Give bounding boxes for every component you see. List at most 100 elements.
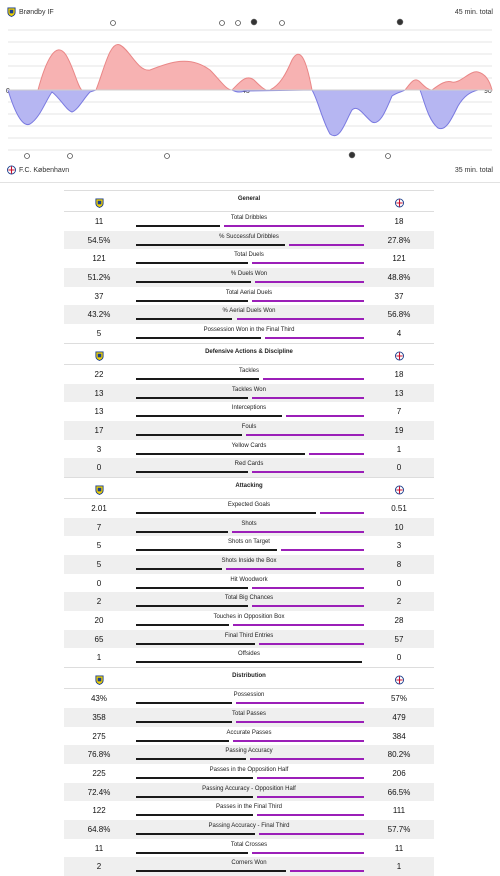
away-stat-value: 8 [396, 560, 402, 569]
stat-bar [136, 642, 364, 645]
away-stat-bar [257, 814, 364, 817]
home-stat-value: 43.2% [87, 310, 111, 320]
home-stat-value: 11 [94, 217, 104, 226]
stat-bar [136, 832, 364, 835]
home-stat-value: 121 [92, 254, 106, 264]
stat-bar [136, 396, 364, 399]
stat-bar [136, 433, 364, 436]
home-stat-bar [136, 624, 229, 627]
fck-crest-icon [7, 165, 16, 175]
stat-row: 72.4% Passing Accuracy - Opposition Half 6… [64, 782, 434, 802]
away-stat-bar [252, 605, 364, 608]
home-stat-value: 225 [92, 768, 106, 778]
home-stat-bar [136, 720, 232, 723]
fck-crest-icon [395, 198, 404, 208]
home-stat-value: 76.8% [87, 750, 111, 760]
away-stat-bar [225, 568, 364, 570]
stat-label: % Duels Won [230, 271, 268, 278]
home-event-icon [235, 20, 241, 26]
away-stat-value: 4 [396, 329, 402, 339]
home-stat-value: 65 [94, 634, 104, 644]
stat-label: Interceptions [231, 405, 267, 412]
stat-bar [136, 776, 364, 779]
stat-bar [136, 243, 364, 246]
fulltime-label: 90 [484, 88, 492, 95]
home-stat-value: 22 [94, 369, 104, 379]
home-stat-bar [136, 851, 248, 854]
stat-label: Total Crosses [230, 841, 268, 848]
stat-label: Final Third Entries [224, 632, 274, 639]
stat-row: 358 Total Passes 479 [64, 707, 434, 727]
away-team-label: F.C. København [7, 165, 69, 175]
away-stat-bar [264, 337, 364, 340]
stat-label: Tackles [238, 367, 259, 374]
ball-icon [396, 18, 404, 26]
home-stat-bar [136, 832, 255, 835]
stat-label: Total Dribbles [230, 215, 268, 221]
stat-bar [136, 568, 364, 570]
home-stat-value: 275 [92, 731, 106, 741]
home-team-name: Brøndby IF [19, 8, 54, 16]
stat-row: 5 Possession Won in the Final Third 4 [64, 324, 434, 343]
fck-crest-icon [395, 351, 404, 361]
stat-label: Possession Won in the Final Third [203, 327, 295, 334]
home-stat-bar [136, 281, 251, 284]
away-stat-value: 37 [394, 291, 404, 301]
away-stat-value: 11 [394, 843, 404, 853]
away-stat-bar [252, 396, 364, 399]
home-stat-value: 13 [94, 388, 104, 398]
home-stat-bar [136, 225, 221, 227]
home-stat-bar [136, 870, 286, 873]
section-title: General [237, 196, 261, 202]
stat-row: 7 Shots 10 [64, 517, 434, 537]
home-stat-bar [136, 337, 261, 340]
stat-bar [136, 605, 364, 608]
brondby-crest-icon [95, 351, 104, 361]
stat-label: Passes in the Opposition Half [209, 766, 289, 773]
momentum-gridlines [8, 29, 492, 151]
brondby-crest-icon [95, 485, 104, 495]
home-stat-bar [136, 758, 246, 761]
ball-icon [250, 18, 258, 26]
home-stat-value: 17 [94, 425, 104, 435]
stat-row: 0 Red Cards 0 [64, 458, 434, 477]
away-stat-value: 0 [396, 463, 402, 473]
stat-bar [136, 549, 364, 552]
fck-crest-icon [395, 675, 404, 685]
away-stat-value: 80.2% [387, 750, 411, 760]
away-stat-bar [256, 795, 364, 798]
away-stat-value: 19 [394, 425, 404, 435]
home-stat-value: 358 [92, 712, 106, 722]
away-stat-bar [245, 433, 364, 436]
section-header: Attacking [64, 476, 434, 499]
away-event-icon [67, 153, 73, 159]
away-stat-bar [259, 642, 364, 645]
stat-label: Passing Accuracy [225, 748, 273, 755]
away-stat-value: 27.8% [387, 235, 411, 245]
stat-bar [136, 225, 364, 227]
away-stat-bar [235, 720, 364, 723]
home-team-label: Brøndby IF [7, 7, 54, 17]
away-stat-bar [252, 851, 364, 854]
stat-row: 275 Accurate Passes 384 [64, 727, 434, 746]
away-stat-bar [254, 281, 364, 284]
stat-label: Passing Accuracy - Final Third [208, 822, 290, 829]
home-stat-bar [136, 702, 233, 705]
home-stat-value: 72.4% [87, 787, 111, 797]
away-stat-value: 57 [394, 634, 404, 644]
away-stat-value: 18 [394, 369, 404, 379]
stat-row: 22 Tackles 18 [64, 365, 434, 384]
stat-row: 2 Corners Won 1 [64, 857, 434, 876]
away-stat-value: 13 [394, 388, 404, 398]
away-event-icon [164, 153, 170, 159]
away-stat-value: 48.8% [387, 273, 411, 283]
stat-label: Yellow Cards [231, 442, 267, 449]
stat-bar [136, 299, 364, 302]
away-stat-value: 0.51 [391, 503, 407, 513]
stat-bar [136, 337, 364, 340]
stat-bar [136, 586, 364, 589]
stat-row: 2.01 Expected Goals 0.51 [64, 499, 434, 518]
away-total: 35 min. total [454, 167, 493, 174]
stat-row: 76.8% Passing Accuracy 80.2% [64, 745, 434, 764]
momentum-graph [7, 18, 493, 159]
